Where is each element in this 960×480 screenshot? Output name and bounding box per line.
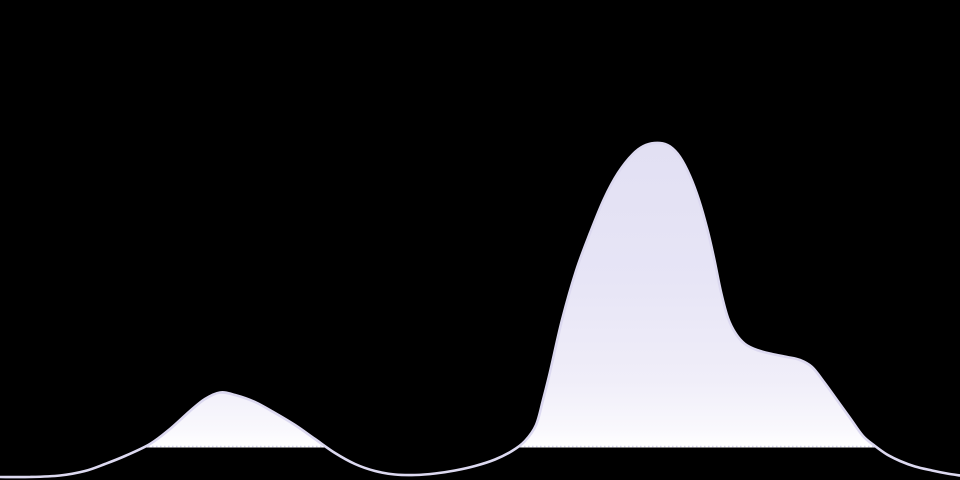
area-fill xyxy=(143,142,877,448)
curve-line xyxy=(0,141,960,479)
